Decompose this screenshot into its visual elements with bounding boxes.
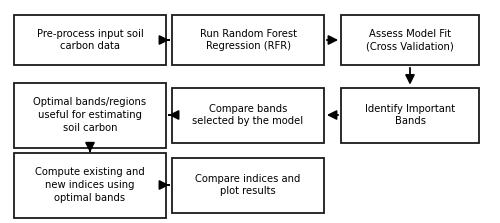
- FancyBboxPatch shape: [172, 15, 324, 65]
- FancyBboxPatch shape: [172, 87, 324, 142]
- Text: Optimal bands/regions
useful for estimating
soil carbon: Optimal bands/regions useful for estimat…: [34, 97, 146, 133]
- Text: Compute existing and
new indices using
optimal bands: Compute existing and new indices using o…: [35, 167, 145, 203]
- Text: Run Random Forest
Regression (RFR): Run Random Forest Regression (RFR): [200, 29, 296, 51]
- FancyBboxPatch shape: [14, 15, 166, 65]
- Text: Compare indices and
plot results: Compare indices and plot results: [196, 173, 300, 196]
- FancyBboxPatch shape: [341, 15, 479, 65]
- Text: Pre-process input soil
carbon data: Pre-process input soil carbon data: [36, 29, 144, 51]
- FancyBboxPatch shape: [14, 83, 166, 147]
- Text: Assess Model Fit
(Cross Validation): Assess Model Fit (Cross Validation): [366, 29, 454, 51]
- Text: Compare bands
selected by the model: Compare bands selected by the model: [192, 104, 304, 126]
- FancyBboxPatch shape: [14, 153, 166, 217]
- FancyBboxPatch shape: [341, 87, 479, 142]
- FancyBboxPatch shape: [172, 157, 324, 213]
- Text: Identify Important
Bands: Identify Important Bands: [365, 104, 455, 126]
